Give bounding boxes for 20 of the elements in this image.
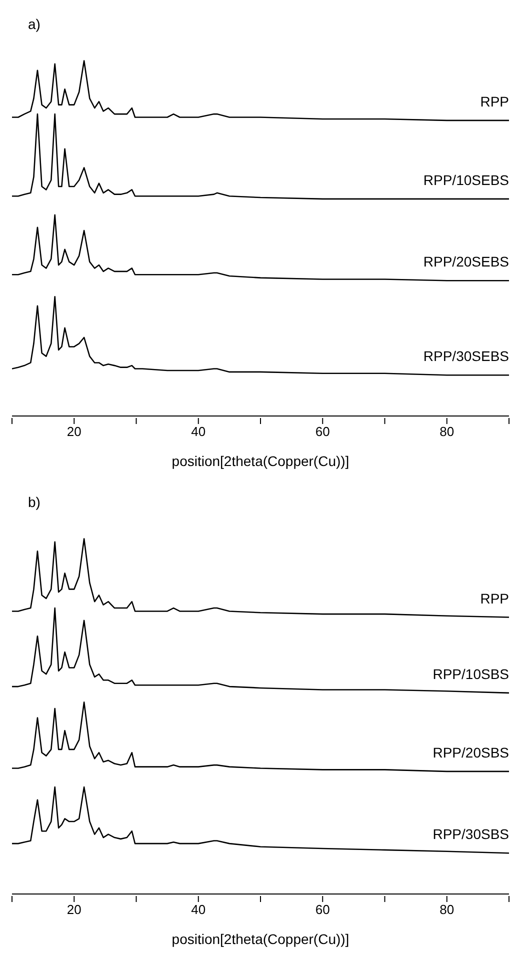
x-tick-label: 80 <box>440 902 454 917</box>
x-axis-title: position[2theta(Copper(Cu))] <box>172 931 350 947</box>
x-tick-label: 40 <box>191 902 206 917</box>
series-label: RPP/20SBS <box>432 744 509 760</box>
x-tick-label: 20 <box>66 424 82 439</box>
x-axis-title: position[2theta(Copper(Cu))] <box>172 453 350 469</box>
series-label: RPP/10SEBS <box>423 172 509 188</box>
x-tick-label: 60 <box>315 424 330 439</box>
series-label: RPP <box>480 590 509 606</box>
series-label: RPP/30SBS <box>432 826 509 842</box>
series-label: RPP/20SEBS <box>423 254 509 270</box>
series-label: RPP/10SBS <box>432 666 509 682</box>
x-tick-label: 60 <box>315 902 330 917</box>
series-label: RPP <box>480 93 509 110</box>
x-tick-label: 20 <box>66 902 82 917</box>
chart-title: a) <box>28 16 40 32</box>
x-tick-label: 40 <box>191 424 206 439</box>
chart-title: b) <box>28 494 40 510</box>
series-label: RPP/30SEBS <box>423 348 509 364</box>
x-tick-label: 80 <box>440 424 454 439</box>
